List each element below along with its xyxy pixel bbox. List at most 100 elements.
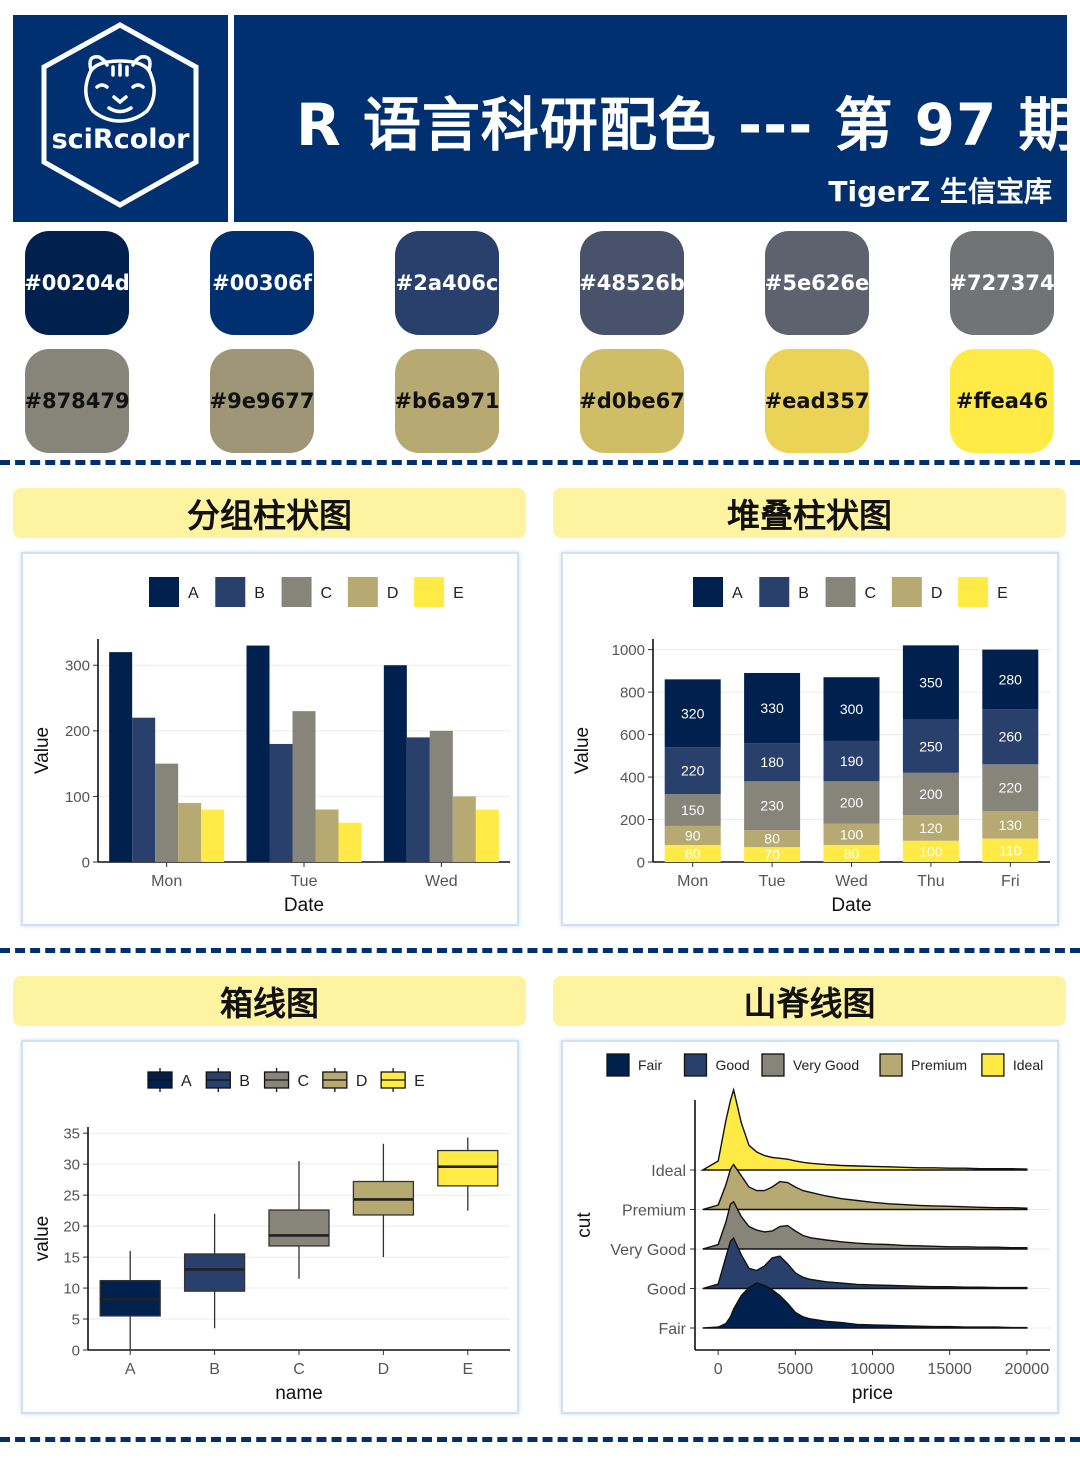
y-tick-label: 1000: [612, 642, 645, 659]
legend-label: B: [239, 1073, 250, 1090]
y-tick-label: 0: [82, 854, 90, 871]
ridge-density: [702, 1200, 1028, 1250]
data-label: 350: [919, 675, 943, 691]
color-swatch: #ead357: [765, 349, 869, 453]
y-axis-title: Value: [572, 727, 593, 774]
y-axis-title: cut: [574, 1212, 595, 1238]
legend-label: Ideal: [1013, 1057, 1043, 1073]
legend-key: [606, 1053, 630, 1077]
data-label: 200: [919, 786, 943, 802]
data-label: 80: [685, 846, 701, 862]
stacked-bar-segment: [664, 794, 721, 826]
y-tick-label: 200: [620, 812, 645, 829]
bar: [475, 809, 499, 862]
legend-label: E: [453, 585, 464, 602]
x-tick-label: Wed: [835, 873, 868, 890]
x-axis-title: Date: [284, 895, 324, 916]
bar: [315, 809, 339, 862]
bar: [109, 652, 133, 862]
y-tick-label: 400: [620, 769, 645, 786]
y-tick-label: Fair: [658, 1321, 686, 1338]
stacked-bar-title: 堆叠柱状图: [553, 488, 1066, 538]
legend-label: C: [865, 585, 877, 602]
stacked-bar-segment: [664, 845, 721, 862]
stacked-bar-segment: [744, 672, 801, 744]
x-tick-label: 0: [714, 1361, 723, 1378]
data-label: 280: [999, 671, 1023, 687]
y-axis-title: value: [32, 1216, 53, 1261]
bar: [292, 711, 316, 862]
bar: [132, 717, 156, 862]
color-swatch: #5e626e: [765, 231, 869, 335]
data-label: 150: [681, 802, 705, 818]
ridge-density: [702, 1163, 1028, 1211]
stacked-bar-segment: [982, 649, 1039, 710]
y-tick-label: 100: [65, 789, 90, 806]
bar: [452, 796, 476, 862]
data-label: 300: [840, 701, 864, 717]
y-tick-label: 25: [63, 1188, 80, 1205]
legend-label: A: [732, 585, 743, 602]
legend-label: D: [931, 585, 943, 602]
x-tick-label: 15000: [927, 1361, 972, 1378]
stacked-bar-segment: [982, 764, 1039, 812]
x-tick-label: 5000: [778, 1361, 814, 1378]
legend-key: [879, 1053, 903, 1077]
y-tick-label: 800: [620, 684, 645, 701]
y-axis-title: Value: [32, 727, 53, 774]
legend-key: [759, 577, 790, 607]
legend-label: A: [188, 585, 199, 602]
legend-label: E: [997, 585, 1008, 602]
legend-label: D: [387, 585, 399, 602]
bar: [155, 763, 179, 862]
legend-key: [683, 1053, 708, 1077]
title-panel: [234, 15, 1067, 222]
ridgeline-title: 山脊线图: [553, 976, 1066, 1026]
stacked-bar-segment: [902, 719, 959, 773]
y-tick-label: 0: [72, 1342, 80, 1359]
x-tick-label: Tue: [759, 873, 786, 890]
y-tick-label: 200: [65, 723, 90, 740]
x-tick-label: 10000: [850, 1361, 895, 1378]
legend-label: Premium: [911, 1057, 967, 1073]
legend-label: C: [298, 1073, 310, 1090]
stacked-bar-segment: [664, 825, 721, 846]
x-tick-label: E: [462, 1361, 473, 1378]
bar: [269, 743, 293, 862]
stacked-bar-segment: [902, 840, 959, 862]
legend-label: B: [798, 585, 809, 602]
color-swatch: #d0be67: [579, 349, 685, 453]
x-tick-label: A: [125, 1361, 136, 1378]
color-swatch: #48526b: [579, 231, 685, 335]
bar: [246, 645, 270, 862]
legend-key: [414, 577, 445, 607]
stacked-bar-chart: 020040060080010008090150220320Mon7080230…: [572, 577, 1050, 916]
y-tick-label: 5: [72, 1311, 80, 1328]
data-label: 330: [760, 700, 784, 716]
color-swatch: #00306f: [210, 231, 314, 335]
data-label: 220: [999, 780, 1023, 796]
stacked-bar-segment: [823, 823, 880, 846]
y-tick-label: Premium: [622, 1203, 686, 1220]
data-label: 260: [999, 729, 1023, 745]
data-label: 70: [764, 847, 780, 863]
color-swatch: #878479: [24, 349, 130, 453]
color-swatch: #00204d: [24, 231, 130, 335]
legend-label: D: [356, 1073, 368, 1090]
data-label: 250: [919, 738, 943, 754]
stacked-bar-segment: [664, 747, 721, 795]
logo-text: sciRcolor: [51, 124, 190, 155]
legend-key: [693, 577, 723, 607]
data-label: 90: [685, 827, 701, 843]
y-tick-label: 15: [63, 1249, 80, 1266]
ridgeline-box: Ideal Premium Very Good Good Fair 0 5000 10000 1…: [561, 1040, 1059, 1414]
ridge-density: [702, 1282, 1028, 1329]
ridge-density: [700, 1087, 1028, 1171]
box: [183, 1253, 246, 1292]
x-tick-label: Tue: [291, 873, 318, 890]
x-axis-title: name: [275, 1383, 323, 1404]
data-label: 100: [840, 826, 864, 842]
y-tick-label: 30: [63, 1157, 80, 1174]
grouped-bar-chart: 0 100 200 300 Mon Tue Wed Date Value A B C D E: [32, 577, 510, 916]
